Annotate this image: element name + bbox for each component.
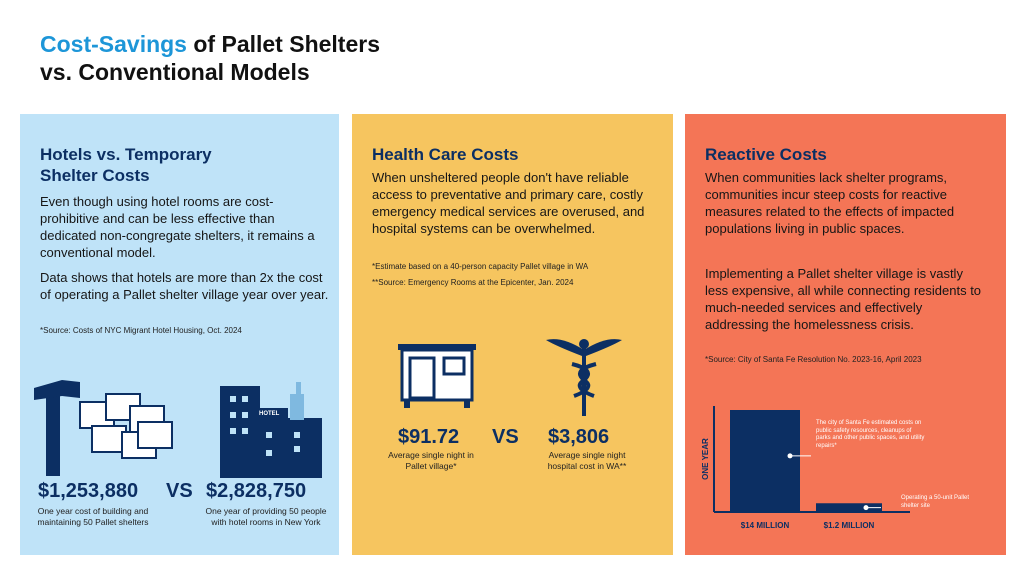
health-note-2: **Source: Emergency Rooms at the Epicent…	[372, 278, 574, 287]
chart-annotation-2: Operating a 50-unit Pallet shelter site	[901, 495, 970, 509]
chart-ylabel: ONE YEAR	[701, 438, 710, 480]
statue-of-liberty-icon	[290, 382, 304, 420]
reactive-heading: Reactive Costs	[705, 145, 827, 164]
chart-leader-dot-1	[787, 453, 793, 459]
hotels-right-caption: One year of providing 50 people with hot…	[205, 506, 327, 527]
chart-bar-1	[730, 410, 800, 512]
hotels-left-caption: One year cost of building and maintainin…	[37, 506, 149, 527]
hotels-right-value: $2,828,750	[206, 480, 307, 502]
title-line2: vs. Conventional Models	[40, 59, 310, 85]
health-left-value: $91.72	[398, 426, 460, 448]
hotels-body-2: Data shows that hotels are more than 2x …	[40, 270, 329, 302]
shelter-icon	[398, 344, 476, 408]
hotels-heading: Hotels vs. Temporary Shelter Costs	[40, 145, 212, 185]
reactive-cost-chart: ONE YEAR $14 MILLION $1.2 MILLION	[701, 406, 910, 530]
reactive-source: *Source: City of Santa Fe Resolution No.…	[705, 355, 922, 364]
hotels-left-value: $1,253,880	[38, 480, 139, 502]
reactive-body-2: Implementing a Pallet shelter village is…	[705, 266, 982, 332]
caduceus-icon	[546, 339, 622, 416]
hotels-panel: Hotels vs. Temporary Shelter Costs Even …	[20, 114, 339, 555]
health-panel: Health Care Costs When unsheltered peopl…	[352, 114, 673, 555]
hotels-body-1: Even though using hotel rooms are cost-p…	[40, 194, 315, 260]
chart-annotation-1: The city of Santa Fe estimated costs on …	[816, 420, 925, 449]
chart-bar-2	[816, 503, 882, 512]
health-heading: Health Care Costs	[372, 145, 519, 164]
health-right-caption: Average single night hospital cost in WA…	[547, 450, 627, 471]
health-right-value: $3,806	[548, 426, 610, 448]
hotels-vs: VS	[166, 480, 193, 502]
health-vs: VS	[492, 426, 519, 448]
reactive-panel: Reactive Costs When communities lack she…	[685, 114, 1006, 555]
reactive-body-1: When communities lack shelter programs, …	[705, 170, 955, 236]
title-accent: Cost-Savings	[40, 31, 187, 57]
health-note-1: *Estimate based on a 40-person capacity …	[372, 262, 589, 271]
hotels-source: *Source: Costs of NYC Migrant Hotel Hous…	[40, 326, 242, 335]
city-skyline-icon	[220, 386, 322, 478]
health-body: When unsheltered people don't have relia…	[372, 170, 645, 236]
page-title: Cost-Savings of Pallet Shelters vs. Conv…	[40, 30, 380, 86]
pallet-shelters-icon	[79, 393, 173, 459]
health-left-caption: Average single night in Pallet village*	[388, 450, 474, 471]
chart-tick-label-1: $14 MILLION	[741, 521, 790, 530]
chart-tick-label-2: $1.2 MILLION	[824, 521, 875, 530]
title-line1: of Pallet Shelters	[186, 31, 380, 57]
hotels-illustration: HOTEL	[34, 380, 322, 478]
hammer-icon	[34, 380, 80, 476]
hotel-sign: HOTEL	[259, 411, 280, 417]
chart-leader-dot-2	[863, 505, 869, 511]
